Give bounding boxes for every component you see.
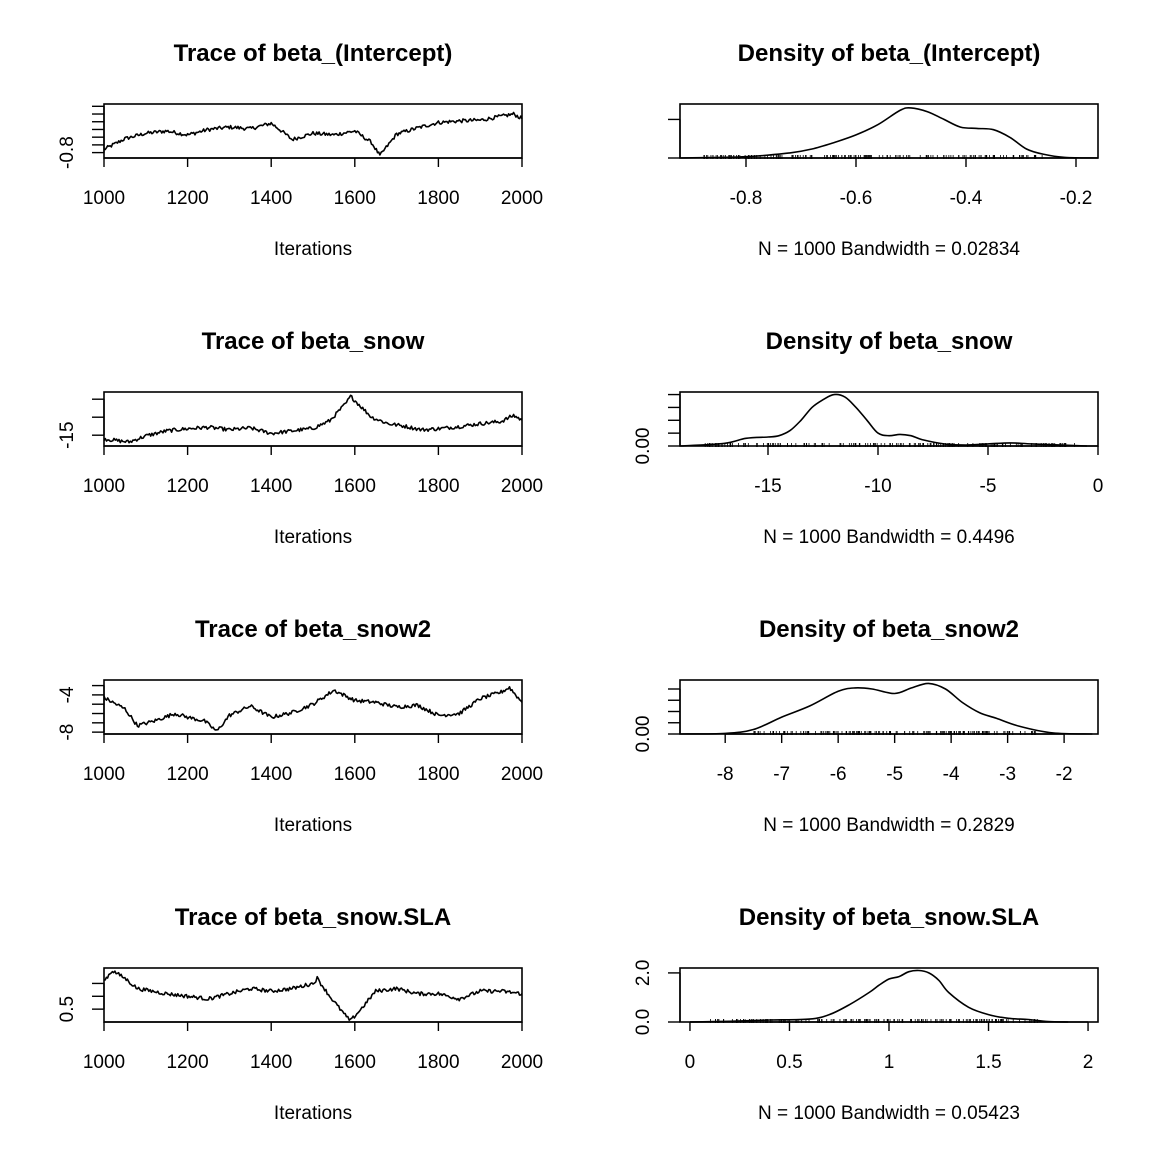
- x-tick-label: 2000: [501, 764, 543, 785]
- x-tick-label: 1600: [334, 1052, 376, 1073]
- x-axis-label: N = 1000 Bandwidth = 0.02834: [758, 239, 1020, 260]
- x-tick-label: 0: [685, 1052, 696, 1073]
- x-axis-label: Iterations: [274, 1103, 352, 1124]
- x-tick-label: -0.6: [840, 188, 873, 209]
- x-tick-label: 0.5: [776, 1052, 802, 1073]
- x-tick-label: 2000: [501, 188, 543, 209]
- panel-7: Density of beta_snow.SLA 0 0.5 1 1.5 2 N = 100…: [633, 904, 1099, 1124]
- x-tick-label: -0.2: [1060, 188, 1093, 209]
- x-tick-label: 1800: [417, 476, 459, 497]
- panel-4: Trace of beta_snow2 1000 1200 1400 1600 1800 2…: [57, 616, 543, 836]
- panel-2: Trace of beta_snow 1000 1200 1400 1600 1800 20…: [57, 328, 543, 548]
- x-tick-label: 1200: [166, 1052, 208, 1073]
- x-tick-label: 2000: [501, 1052, 543, 1073]
- x-tick-label: -5: [886, 764, 903, 785]
- x-axis-label: N = 1000 Bandwidth = 0.4496: [763, 527, 1014, 548]
- x-axis-label: N = 1000 Bandwidth = 0.05423: [758, 1103, 1020, 1124]
- x-tick-label: 1000: [83, 1052, 125, 1073]
- density-curve: [689, 969, 1069, 1023]
- x-tick-label: 1000: [83, 188, 125, 209]
- x-tick-label: 1: [884, 1052, 895, 1073]
- trace-series-line: [103, 685, 523, 731]
- rug-marks: [704, 443, 1075, 447]
- x-axis-label: Iterations: [274, 239, 352, 260]
- density-title: Density of beta_(Intercept): [738, 40, 1041, 67]
- x-tick-label: -0.8: [730, 188, 763, 209]
- y-tick-label: 0.00: [633, 716, 654, 753]
- trace-title: Trace of beta_(Intercept): [174, 40, 453, 67]
- x-tick-label: 1600: [334, 476, 376, 497]
- y-tick-label: -4: [57, 686, 78, 703]
- x-tick-label: 1200: [166, 188, 208, 209]
- x-tick-label: 1400: [250, 476, 292, 497]
- x-tick-label: -2: [1056, 764, 1073, 785]
- y-tick-label: 0.00: [633, 428, 654, 465]
- y-tick-label: -0.8: [57, 136, 78, 169]
- density-curve: [679, 682, 1093, 735]
- rug-marks: [710, 1019, 1038, 1023]
- x-tick-label: 1800: [417, 764, 459, 785]
- x-tick-label: -3: [999, 764, 1016, 785]
- x-tick-label: -7: [773, 764, 790, 785]
- y-tick-label: -15: [57, 421, 78, 448]
- x-tick-label: -4: [943, 764, 960, 785]
- density-title: Density of beta_snow: [766, 328, 1013, 355]
- rug-marks: [753, 731, 1037, 735]
- x-tick-label: 2: [1083, 1052, 1094, 1073]
- x-tick-label: 1600: [334, 188, 376, 209]
- x-tick-label: 1.5: [975, 1052, 1001, 1073]
- density-curve: [679, 106, 1099, 159]
- trace-series-line: [104, 970, 523, 1022]
- panel-5: Density of beta_snow2 -8 -7 -6 -5 -4 -3 -2 N = 1…: [633, 616, 1099, 836]
- x-tick-label: -0.4: [950, 188, 983, 209]
- x-tick-label: -10: [864, 476, 891, 497]
- trace-title: Trace of beta_snow: [202, 328, 425, 355]
- panel-0: Trace of beta_(Intercept) 1000 1200 1400 160…: [57, 40, 543, 260]
- trace-series-line: [103, 111, 523, 156]
- x-tick-label: 0: [1093, 476, 1104, 497]
- density-curve: [679, 393, 1088, 447]
- x-tick-label: 1200: [166, 764, 208, 785]
- y-tick-label: -8: [57, 724, 78, 741]
- x-tick-label: 1400: [250, 188, 292, 209]
- y-tick-label: 2.0: [633, 960, 654, 986]
- x-axis-label: N = 1000 Bandwidth = 0.2829: [763, 815, 1014, 836]
- x-tick-label: 1800: [417, 188, 459, 209]
- trace-title: Trace of beta_snow2: [195, 616, 431, 643]
- density-title: Density of beta_snow.SLA: [739, 904, 1040, 931]
- x-tick-label: 1200: [166, 476, 208, 497]
- x-tick-label: 1000: [83, 476, 125, 497]
- density-title: Density of beta_snow2: [759, 616, 1019, 643]
- panels-container: Trace of beta_(Intercept)1000 1200 1400 160…: [57, 40, 1103, 1124]
- x-tick-label: 1600: [334, 764, 376, 785]
- panel-1: Density of beta_(Intercept) -0.8 -0.6 -0.4 -…: [668, 40, 1099, 260]
- x-tick-label: -5: [980, 476, 997, 497]
- y-tick-label: 0.0: [633, 1009, 654, 1035]
- trace-title: Trace of beta_snow.SLA: [175, 904, 452, 931]
- x-tick-label: 2000: [501, 476, 543, 497]
- x-axis-label: Iterations: [274, 527, 352, 548]
- y-tick-label: 0.5: [57, 996, 78, 1022]
- rug-marks: [703, 155, 1043, 159]
- panel-3: Density of beta_snow -15 -10 -5 0 N = 1000 Ba…: [633, 328, 1103, 548]
- x-tick-label: 1800: [417, 1052, 459, 1073]
- x-tick-label: 1400: [250, 764, 292, 785]
- x-tick-label: 1000: [83, 764, 125, 785]
- panel-6: Trace of beta_snow.SLA 1000 1200 1400 1600 18…: [57, 904, 543, 1124]
- x-tick-label: -6: [830, 764, 847, 785]
- x-tick-label: -8: [717, 764, 734, 785]
- x-tick-label: -15: [754, 476, 781, 497]
- trace-series-line: [103, 394, 523, 444]
- x-axis-label: Iterations: [274, 815, 352, 836]
- x-tick-label: 1400: [250, 1052, 292, 1073]
